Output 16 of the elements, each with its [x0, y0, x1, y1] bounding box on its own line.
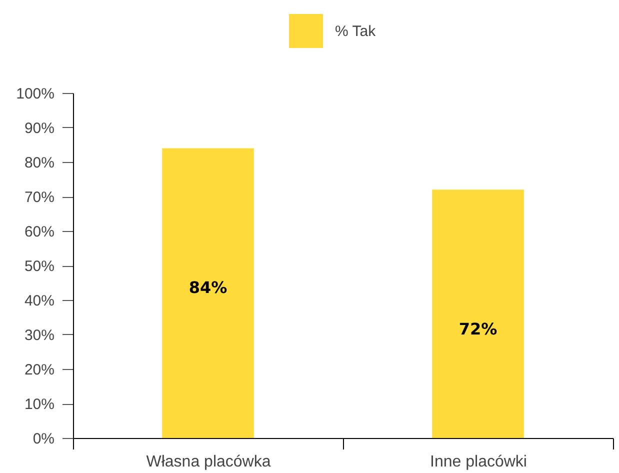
x-tick-label: Inne placówki	[430, 454, 527, 470]
y-tick-label: 30%	[24, 327, 54, 344]
y-tick-label: 0%	[32, 430, 54, 448]
y-tick-label: 60%	[24, 224, 54, 240]
y-tick-label: 10%	[24, 396, 54, 413]
x-tick-label: Własna placówka	[146, 454, 271, 470]
data-label: 72%	[458, 320, 498, 339]
y-tick-label: 20%	[24, 362, 54, 378]
y-tick-label: 50%	[24, 258, 54, 275]
y-tick-label: 40%	[24, 292, 54, 310]
y-tick-label: 100%	[16, 86, 54, 102]
y-tick-label: 90%	[24, 120, 54, 137]
data-label: 84%	[188, 278, 228, 298]
legend-label: % Tak	[335, 23, 376, 40]
y-tick-label: 80%	[24, 154, 54, 172]
y-tick-label: 70%	[24, 189, 54, 206]
